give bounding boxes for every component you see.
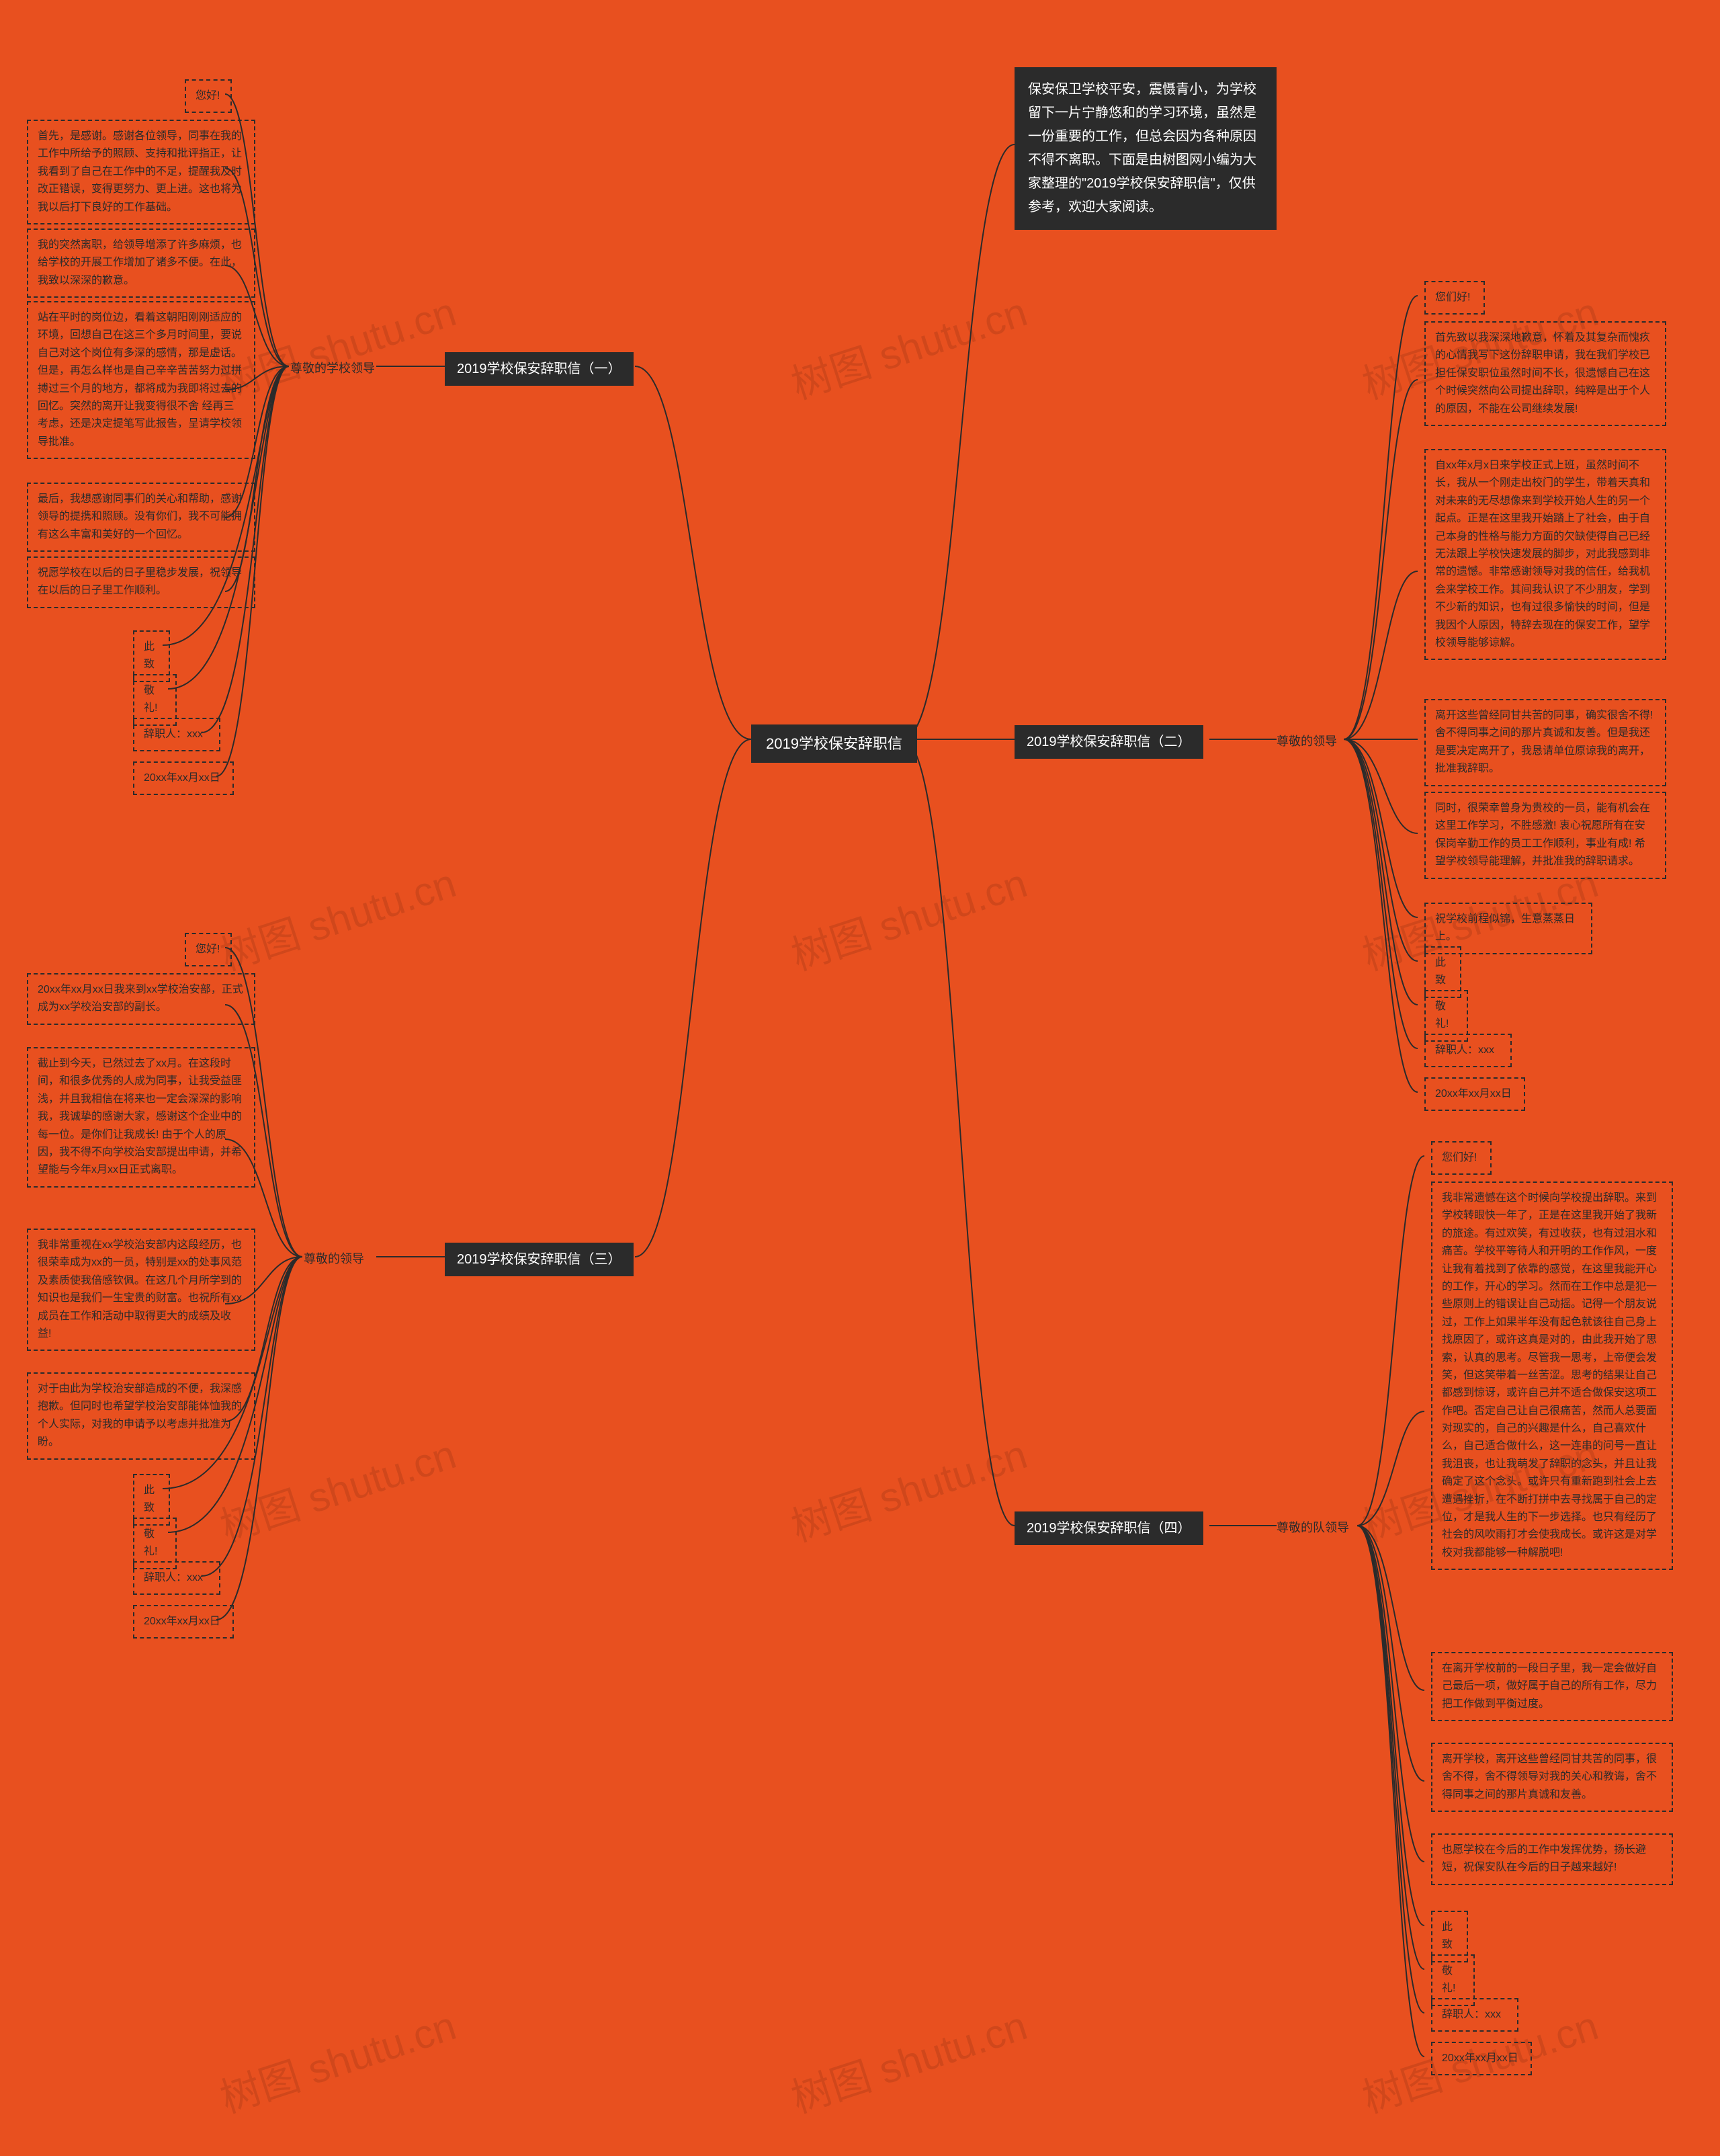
leaf: 在离开学校前的一段日子里，我一定会做好自己最后一项，做好属于自己的所有工作，尽力… — [1431, 1652, 1673, 1721]
leaf: 您们好! — [1431, 1141, 1492, 1175]
branch-3-title: 2019学校保安辞职信（三） — [445, 1243, 634, 1276]
branch-4-title: 2019学校保安辞职信（四） — [1015, 1511, 1203, 1545]
leaf: 首先，是感谢。感谢各位领导，同事在我的工作中所给予的照顾、支持和批评指正，让我看… — [27, 120, 255, 224]
center-node: 2019学校保安辞职信 — [751, 724, 917, 763]
leaf: 我的突然离职，给领导增添了许多麻烦，也给学校的开展工作增加了诸多不便。在此，我致… — [27, 229, 255, 298]
leaf: 您们好! — [1424, 281, 1485, 315]
leaf: 辞职人：xxx — [1431, 1998, 1518, 2032]
leaf: 首先致以我深深地歉意，怀着及其复杂而愧疚的心情我写下这份辞职申请，我在我们学校已… — [1424, 321, 1666, 426]
leaf: 20xx年xx月xx日我来到xx学校治安部，正式成为xx学校治安部的副长。 — [27, 973, 255, 1025]
branch-1-title: 2019学校保安辞职信（一） — [445, 352, 634, 386]
leaf: 20xx年xx月xx日 — [133, 761, 234, 795]
branch-2-title: 2019学校保安辞职信（二） — [1015, 725, 1203, 759]
leaf: 站在平时的岗位边，看着这朝阳刚刚适应的环境，回想自己在这三个多月时间里，要说自己… — [27, 301, 255, 459]
intro-box: 保安保卫学校平安，震慑青小，为学校留下一片宁静悠和的学习环境，虽然是一份重要的工… — [1015, 67, 1277, 230]
leaf: 辞职人：xxx — [1424, 1034, 1512, 1067]
leaf: 截止到今天，已然过去了xx月。在这段时间，和很多优秀的人成为同事，让我受益匪浅，… — [27, 1047, 255, 1188]
leaf: 20xx年xx月xx日 — [133, 1605, 234, 1639]
leaf: 辞职人：xxx — [133, 718, 220, 751]
branch-4-salutation: 尊敬的队领导 — [1277, 1518, 1349, 1536]
leaf: 20xx年xx月xx日 — [1431, 2042, 1532, 2075]
watermark: 树图 shutu.cn — [212, 1993, 462, 2124]
leaf: 同时，很荣幸曾身为贵校的一员，能有机会在这里工作学习，不胜感激! 衷心祝愿所有在… — [1424, 792, 1666, 879]
leaf: 辞职人：xxx — [133, 1561, 220, 1595]
leaf: 自xx年x月x日来学校正式上班，虽然时间不长，我从一个刚走出校门的学生，带着天真… — [1424, 449, 1666, 660]
branch-2-salutation: 尊敬的领导 — [1277, 732, 1337, 749]
watermark: 树图 shutu.cn — [783, 851, 1033, 982]
branch-3-salutation: 尊敬的领导 — [304, 1249, 364, 1267]
leaf: 我非常重视在xx学校治安部内这段经历，也很荣幸成为xx的一员，特别是xx的处事风… — [27, 1229, 255, 1351]
watermark: 树图 shutu.cn — [783, 280, 1033, 411]
branch-1-salutation: 尊敬的学校领导 — [290, 359, 375, 376]
leaf: 20xx年xx月xx日 — [1424, 1077, 1525, 1111]
leaf: 祝愿学校在以后的日子里稳步发展，祝领导在以后的日子里工作顺利。 — [27, 556, 255, 608]
leaf: 您好! — [185, 79, 232, 113]
leaf: 最后，我想感谢同事们的关心和帮助，感谢领导的提携和照顾。没有你们，我不可能拥有这… — [27, 483, 255, 552]
leaf: 对于由此为学校治安部造成的不便，我深感抱歉。但同时也希望学校治安部能体恤我的个人… — [27, 1372, 255, 1460]
leaf: 离开学校，离开这些曾经同甘共苦的同事，很舍不得，舍不得领导对我的关心和教诲，舍不… — [1431, 1743, 1673, 1812]
leaf: 我非常遗憾在这个时候向学校提出辞职。来到学校转眼快一年了，正是在这里我开始了我新… — [1431, 1181, 1673, 1570]
watermark: 树图 shutu.cn — [212, 851, 462, 982]
watermark: 树图 shutu.cn — [783, 1422, 1033, 1553]
leaf: 也愿学校在今后的工作中发挥优势，扬长避短，祝保安队在今后的日子越来越好! — [1431, 1833, 1673, 1885]
leaf: 离开这些曾经同甘共苦的同事，确实很舍不得! 舍不得同事之间的那片真诚和友善。但是… — [1424, 699, 1666, 786]
watermark: 树图 shutu.cn — [783, 1993, 1033, 2124]
leaf: 您好! — [185, 933, 232, 966]
